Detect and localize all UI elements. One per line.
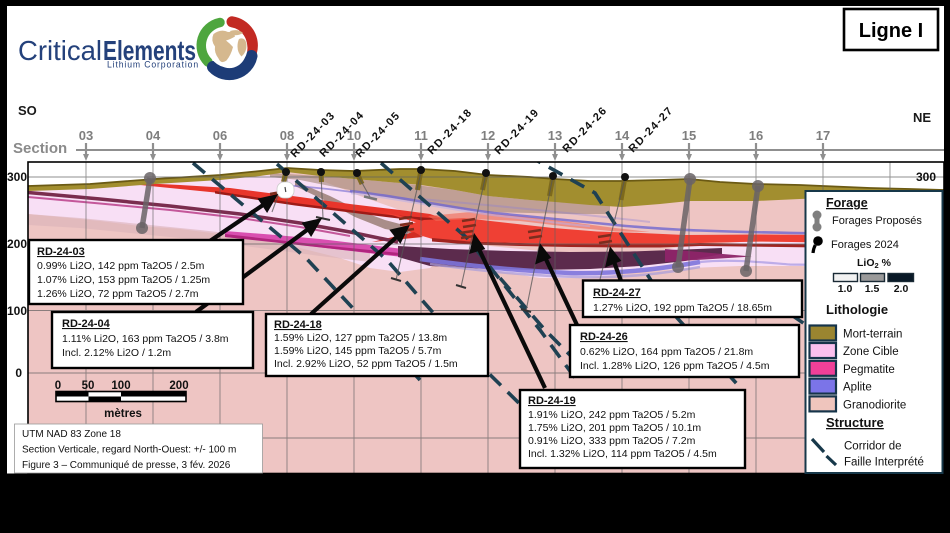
svg-text:04: 04 — [146, 128, 161, 143]
svg-text:1.11% Li2O, 163 ppm Ta2O5 / 3.: 1.11% Li2O, 163 ppm Ta2O5 / 3.8m — [62, 333, 229, 345]
svg-text:Forages 2024: Forages 2024 — [831, 239, 899, 251]
svg-text:SO: SO — [18, 103, 37, 118]
svg-text:13: 13 — [548, 128, 562, 143]
svg-text:14: 14 — [615, 128, 630, 143]
svg-text:1.0: 1.0 — [838, 283, 853, 295]
svg-text:15: 15 — [682, 128, 696, 143]
svg-text:RD-24-19: RD-24-19 — [528, 395, 576, 407]
svg-text:RD-24-03: RD-24-03 — [37, 246, 85, 258]
svg-text:Incl. 2.12% Li2O / 1.2m: Incl. 2.12% Li2O / 1.2m — [62, 347, 171, 359]
svg-text:RD-24-26: RD-24-26 — [580, 331, 628, 343]
svg-text:300: 300 — [916, 170, 936, 184]
svg-text:Mort-terrain: Mort-terrain — [843, 329, 902, 341]
svg-text:06: 06 — [213, 128, 227, 143]
svg-text:10: 10 — [347, 128, 361, 143]
svg-text:1.27% Li2O, 192 ppm Ta2O5 / 18: 1.27% Li2O, 192 ppm Ta2O5 / 18.65m — [593, 302, 772, 314]
svg-text:Structure: Structure — [826, 415, 884, 430]
svg-text:Granodiorite: Granodiorite — [843, 399, 906, 411]
svg-text:Incl. 2.92% Li2O, 52 ppm Ta2O5: Incl. 2.92% Li2O, 52 ppm Ta2O5 / 1.5m — [274, 358, 458, 370]
svg-text:2.0: 2.0 — [894, 283, 909, 295]
svg-text:0.91% Li2O, 333 ppm Ta2O5 / 7.: 0.91% Li2O, 333 ppm Ta2O5 / 7.2m — [528, 435, 696, 447]
svg-text:0: 0 — [55, 380, 61, 392]
svg-text:Figure 3 – Communiqué de press: Figure 3 – Communiqué de presse, 3 fév. … — [22, 460, 231, 471]
svg-text:LiO2 %: LiO2 % — [857, 257, 892, 270]
svg-text:08: 08 — [280, 128, 294, 143]
svg-text:50: 50 — [82, 380, 95, 392]
svg-text:Critical: Critical — [18, 35, 102, 66]
svg-text:0: 0 — [15, 366, 22, 380]
svg-text:Incl. 1.28% Li2O, 126 ppm Ta2O: Incl. 1.28% Li2O, 126 ppm Ta2O5 / 4.5m — [580, 360, 770, 372]
svg-text:Section Verticale, regard Nort: Section Verticale, regard North-Ouest: +… — [22, 445, 236, 456]
svg-text:100: 100 — [111, 380, 130, 392]
svg-text:Faille Interprété: Faille Interprété — [844, 457, 924, 469]
svg-text:1.91% Li2O, 242 ppm Ta2O5 / 5.: 1.91% Li2O, 242 ppm Ta2O5 / 5.2m — [528, 409, 696, 421]
svg-text:200: 200 — [7, 237, 27, 251]
svg-text:100: 100 — [7, 304, 27, 318]
svg-text:UTM NAD 83 Zone 18: UTM NAD 83 Zone 18 — [22, 429, 121, 440]
svg-text:RD-24-27: RD-24-27 — [593, 287, 641, 299]
svg-text:Ligne I: Ligne I — [859, 20, 923, 42]
svg-text:16: 16 — [749, 128, 763, 143]
svg-text:Corridor de: Corridor de — [844, 441, 902, 453]
svg-text:Section: Section — [13, 140, 67, 157]
svg-text:1.59% Li2O, 145 ppm Ta2O5 / 5.: 1.59% Li2O, 145 ppm Ta2O5 / 5.7m — [274, 345, 442, 357]
svg-text:1.5: 1.5 — [865, 283, 880, 295]
svg-text:300: 300 — [7, 170, 27, 184]
svg-text:Lithologie: Lithologie — [826, 302, 888, 317]
svg-text:17: 17 — [816, 128, 830, 143]
svg-text:mètres: mètres — [104, 408, 142, 420]
svg-text:11: 11 — [414, 128, 428, 143]
svg-text:Aplite: Aplite — [843, 382, 872, 394]
svg-text:1.75% Li2O, 201 ppm Ta2O5 / 10: 1.75% Li2O, 201 ppm Ta2O5 / 10.1m — [528, 422, 701, 434]
svg-text:200: 200 — [169, 380, 188, 392]
svg-text:1.07% Li2O, 153 ppm Ta2O5 / 1.: 1.07% Li2O, 153 ppm Ta2O5 / 1.25m — [37, 274, 210, 286]
svg-text:RD-24-04: RD-24-04 — [62, 318, 111, 330]
svg-text:Lithium Corporation: Lithium Corporation — [107, 60, 199, 70]
svg-text:RD-24-18: RD-24-18 — [274, 319, 322, 331]
svg-text:0.62% Li2O, 164 ppm Ta2O5 / 21: 0.62% Li2O, 164 ppm Ta2O5 / 21.8m — [580, 346, 753, 358]
svg-text:Incl. 1.32% Li2O, 114 ppm Ta2O: Incl. 1.32% Li2O, 114 ppm Ta2O5 / 4.5m — [528, 448, 717, 460]
svg-text:Zone Cible: Zone Cible — [843, 346, 899, 358]
svg-text:Pegmatite: Pegmatite — [843, 364, 895, 376]
svg-text:03: 03 — [79, 128, 93, 143]
svg-text:Elements: Elements — [103, 35, 196, 66]
svg-text:1.59% Li2O, 127 ppm Ta2O5 / 13: 1.59% Li2O, 127 ppm Ta2O5 / 13.8m — [274, 332, 447, 344]
svg-text:Forage: Forage — [826, 196, 868, 210]
svg-text:0.99% Li2O, 142 ppm Ta2O5 / 2.: 0.99% Li2O, 142 ppm Ta2O5 / 2.5m — [37, 260, 205, 272]
svg-text:NE: NE — [913, 110, 931, 125]
svg-text:12: 12 — [481, 128, 495, 143]
svg-text:Forages Proposés: Forages Proposés — [832, 215, 922, 227]
svg-text:1.26% Li2O, 72 ppm Ta2O5 / 2.7: 1.26% Li2O, 72 ppm Ta2O5 / 2.7m — [37, 288, 199, 300]
